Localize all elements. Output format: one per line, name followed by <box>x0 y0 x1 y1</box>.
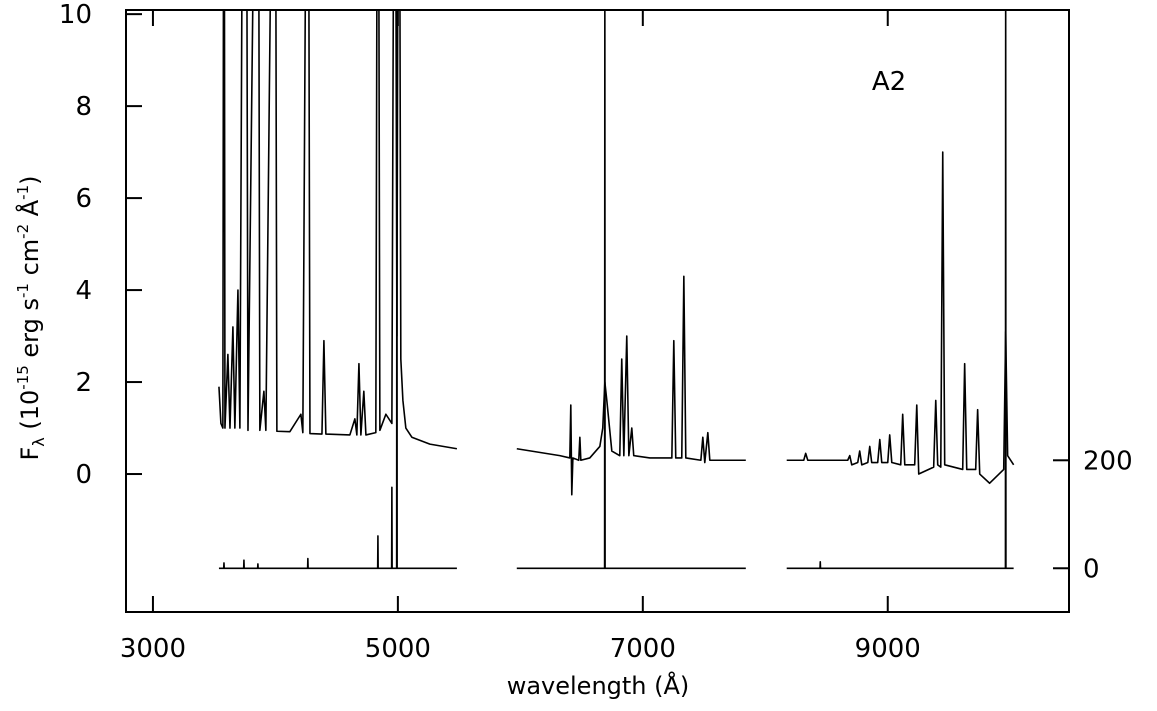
y-tick-label: 10 <box>59 0 92 30</box>
y-label-part: Å <box>15 199 44 224</box>
x-axis-label: wavelength (Å) <box>507 671 690 700</box>
spectrum-line <box>218 10 1014 570</box>
y-label-part: cm <box>16 239 44 283</box>
y-label-part: λ <box>29 437 48 446</box>
y-axis-label: Fλ (10-15 erg s-1 cm-2 Å-1) <box>14 175 48 460</box>
y-label-part: -2 <box>14 224 32 239</box>
y-label-part: (10 <box>16 390 44 438</box>
x-tick-label: 9000 <box>855 634 921 664</box>
y-label-part: -1 <box>14 185 32 200</box>
annotation: A2 <box>872 67 906 97</box>
plot-area <box>218 10 1015 570</box>
y-tick-label: 8 <box>75 92 92 122</box>
y-tick-label: 0 <box>75 460 92 490</box>
y-label-part: erg s <box>16 298 44 365</box>
plot-frame <box>125 9 1070 613</box>
y2-tick-label: 200 <box>1083 446 1133 476</box>
x-tick-label: 7000 <box>610 634 676 664</box>
axes: 3000 5000 7000 9000 0 2 4 6 8 10 0 200 <box>59 0 1133 664</box>
y-label-part: -1 <box>14 283 32 298</box>
y-tick-label: 4 <box>75 276 92 306</box>
y-label-part: -15 <box>14 365 32 390</box>
x-tick-label: 3000 <box>120 634 186 664</box>
y2-tick-label: 0 <box>1083 554 1100 584</box>
x-tick-label: 5000 <box>365 634 431 664</box>
y-label-part: ) <box>16 175 44 184</box>
y-label-part: F <box>16 447 44 461</box>
y-tick-label: 6 <box>75 184 92 214</box>
y-tick-label: 2 <box>75 368 92 398</box>
spectrum-line <box>218 10 1015 496</box>
